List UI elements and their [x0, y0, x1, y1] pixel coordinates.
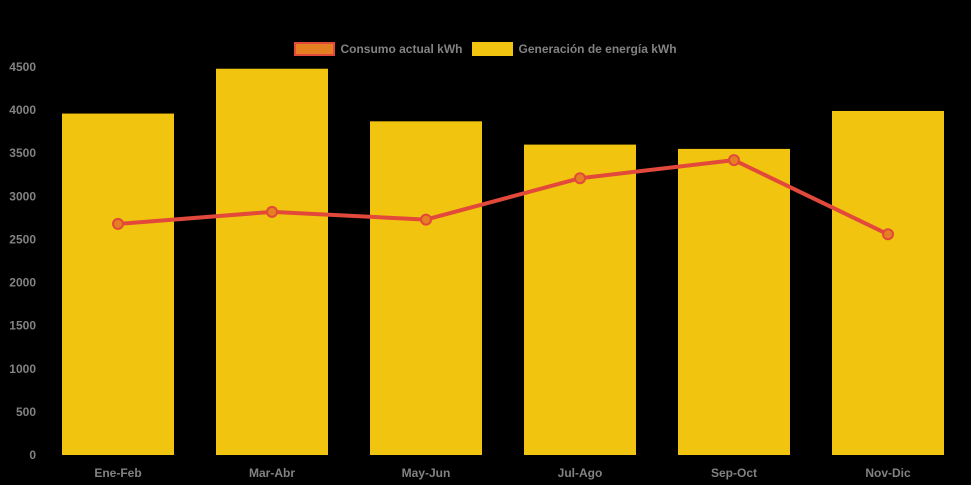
y-axis-tick-label: 2500	[9, 232, 36, 246]
chart-legend: Consumo actual kWh Generación de energía…	[0, 42, 971, 56]
legend-swatch-generacion-icon	[472, 42, 514, 56]
consumo-point[interactable]	[420, 213, 432, 226]
y-axis-tick-label: 4500	[9, 60, 36, 74]
x-axis-tick-label: May-Jun	[402, 466, 451, 480]
y-axis-tick-label: 0	[29, 448, 36, 462]
bar-generacion[interactable]	[524, 144, 636, 455]
y-axis-tick-label: 2000	[9, 276, 36, 290]
y-axis-tick-label: 1000	[9, 362, 36, 376]
y-axis-tick-label: 4000	[9, 103, 36, 117]
consumo-point[interactable]	[266, 205, 278, 218]
y-axis-tick-label: 3500	[9, 146, 36, 160]
consumo-point[interactable]	[728, 154, 740, 167]
x-axis-tick-label: Mar-Abr	[249, 466, 295, 480]
legend-label-generacion: Generación de energía kWh	[518, 42, 677, 56]
legend-item-generacion[interactable]: Generación de energía kWh	[472, 42, 677, 56]
y-axis-tick-label: 1500	[9, 319, 36, 333]
x-axis-tick-label: Sep-Oct	[711, 466, 757, 480]
y-axis-tick-label: 500	[16, 405, 36, 419]
bar-generacion[interactable]	[62, 113, 174, 455]
bar-generacion[interactable]	[832, 110, 944, 456]
bar-generacion[interactable]	[370, 121, 482, 455]
legend-swatch-consumo-icon	[294, 42, 336, 56]
x-axis-tick-label: Ene-Feb	[94, 466, 141, 480]
legend-item-consumo[interactable]: Consumo actual kWh	[294, 42, 462, 56]
consumo-line	[116, 158, 890, 237]
legend-label-consumo: Consumo actual kWh	[340, 42, 463, 56]
consumo-point[interactable]	[112, 217, 124, 230]
bar-generacion[interactable]	[678, 148, 790, 455]
consumo-point[interactable]	[574, 172, 586, 185]
x-axis-tick-label: Nov-Dic	[865, 466, 911, 480]
consumo-point[interactable]	[882, 228, 894, 241]
x-axis-tick-label: Jul-Ago	[558, 466, 603, 480]
bar-generacion[interactable]	[216, 68, 328, 456]
y-axis-tick-label: 3000	[9, 189, 36, 203]
